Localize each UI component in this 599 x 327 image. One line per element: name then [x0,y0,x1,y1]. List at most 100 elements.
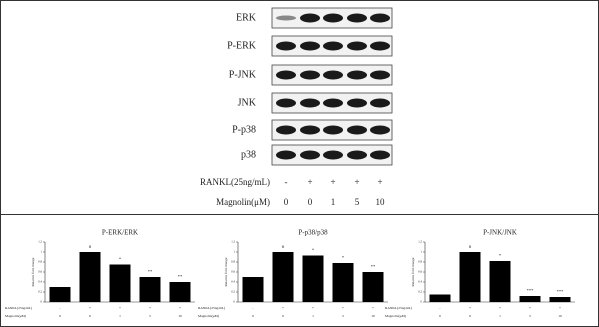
condition-label: Magnolin(μM) [5,314,27,318]
bar [272,252,294,302]
blot-band [276,15,296,21]
condition-value: 0 [284,197,289,207]
condition-value: 0 [308,197,313,207]
condition-value: 5 [342,314,344,318]
condition-value: + [559,306,561,310]
significance-mark: * [499,253,502,258]
y-tick-label: 0.8 [418,260,422,264]
blot-band [347,98,367,108]
y-tick-label: 0.4 [231,280,235,284]
protein-label: P-p38 [232,124,256,135]
significance-mark: ** [148,269,153,274]
y-tick-label: 0.4 [38,280,42,284]
condition-value: + [377,177,382,187]
blot-band [276,125,296,135]
y-tick-label: 0 [421,300,423,304]
condition-label: RANKL(25ng/mL) [200,177,270,187]
blot-band [300,98,320,108]
bar [302,255,324,302]
bar [549,297,571,302]
condition-value: 0 [439,314,441,318]
condition-value: + [354,177,359,187]
blot-band [370,13,390,23]
y-tick-label: 1 [234,250,236,254]
chart-title: P-ERK/ERK [102,229,138,237]
condition-value: 10 [371,314,375,318]
condition-value: 1 [119,314,121,318]
condition-value: - [439,306,441,310]
y-tick-label: 1.2 [231,240,235,244]
condition-value: + [179,306,181,310]
bar [519,296,541,302]
condition-value: 5 [529,314,531,318]
y-tick-label: 0.6 [38,270,42,274]
y-tick-label: 0.6 [231,270,235,274]
significance-mark: ** [178,274,183,279]
condition-value: 5 [149,314,151,318]
chart-title: P-JNK/JNK [483,229,517,237]
y-tick-label: 0.6 [418,270,422,274]
y-tick-label: 1.2 [418,240,422,244]
significance-mark: *** [557,289,565,294]
condition-value: - [59,306,61,310]
y-tick-label: 0.2 [38,290,42,294]
condition-value: 0 [282,314,284,318]
y-axis-label: Relative fold change [31,257,35,286]
blot-band [323,150,343,160]
blot-band [300,70,320,80]
blot-band [370,98,390,108]
blot-band [276,150,296,160]
condition-value: 0 [89,314,91,318]
significance-mark: # [89,244,92,249]
condition-value: - [285,177,288,187]
blot-band [347,125,367,135]
significance-mark: *** [527,288,535,293]
y-tick-label: 0.4 [418,280,422,284]
bar [242,277,264,302]
protein-label: p38 [241,149,256,160]
blot-band [347,70,367,80]
condition-value: 5 [355,197,360,207]
condition-value: 10 [558,314,562,318]
blot-band [323,98,343,108]
significance-mark: * [342,255,345,260]
blot-band [276,98,296,108]
protein-label: P-ERK [227,40,257,51]
significance-mark: # [282,244,285,249]
bar [79,252,101,302]
blot-band [370,70,390,80]
bar [429,294,451,302]
condition-value: + [342,306,344,310]
condition-label: Magnolin(μM) [385,314,407,318]
bar [362,272,384,302]
y-tick-label: 0 [234,300,236,304]
bar [489,261,511,302]
y-tick-label: 1 [421,250,423,254]
blot-band [323,41,343,51]
y-tick-label: 0 [41,300,43,304]
condition-label: Magnolin(μM) [198,314,220,318]
y-axis-label: Relative fold change [224,257,228,286]
blot-band [370,41,390,51]
y-tick-label: 0.8 [231,260,235,264]
condition-value: 0 [59,314,61,318]
bar [459,252,481,302]
blot-band [370,150,390,160]
condition-value: + [499,306,501,310]
y-tick-label: 1 [41,250,43,254]
condition-value: - [252,306,254,310]
bar [139,277,161,302]
bar [332,263,354,302]
protein-label: P-JNK [229,69,257,80]
significance-mark: * [119,257,122,262]
bar [49,287,71,302]
condition-value: 0 [469,314,471,318]
y-axis-label: Relative fold change [411,257,415,286]
blot-band [323,70,343,80]
condition-value: + [312,306,314,310]
blot-band [370,125,390,135]
condition-value: + [282,306,284,310]
y-tick-label: 0.2 [231,290,235,294]
condition-value: 1 [331,197,336,207]
protein-label: JNK [238,97,257,108]
